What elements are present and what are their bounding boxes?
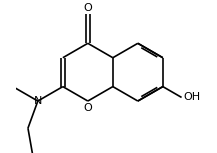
Text: N: N [34, 96, 42, 106]
Text: OH: OH [183, 92, 201, 102]
Text: O: O [84, 103, 92, 113]
Text: O: O [84, 3, 92, 13]
